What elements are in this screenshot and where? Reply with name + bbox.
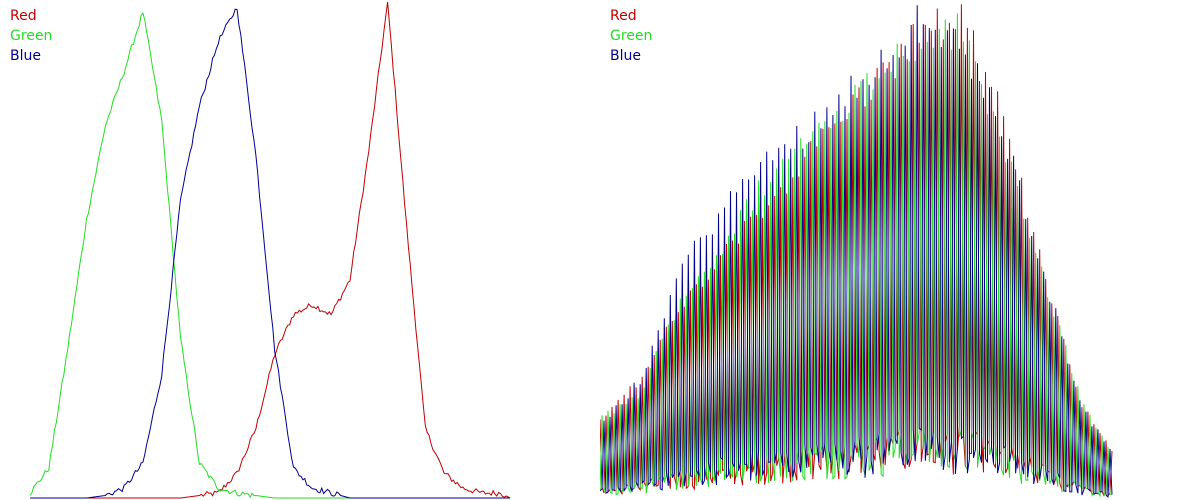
right-histogram-chart	[600, 4, 1113, 498]
legend-blue: Blue	[610, 48, 641, 64]
legend-green: Green	[610, 28, 653, 44]
left-legend: Red Green Blue	[10, 6, 52, 66]
series-line-blue	[600, 5, 1113, 498]
right-histogram-panel: Red Green Blue	[600, 0, 1200, 500]
left-histogram-chart	[29, 1, 511, 499]
legend-red: Red	[10, 8, 37, 24]
legend-green: Green	[10, 28, 53, 44]
series-line-red	[30, 1, 511, 499]
legend-blue: Blue	[10, 48, 41, 64]
series-line-green	[29, 11, 510, 499]
left-histogram-panel: Red Green Blue	[10, 1, 511, 499]
right-legend: Red Green Blue	[610, 6, 652, 66]
series-line-blue	[30, 8, 510, 499]
legend-red: Red	[610, 8, 637, 24]
